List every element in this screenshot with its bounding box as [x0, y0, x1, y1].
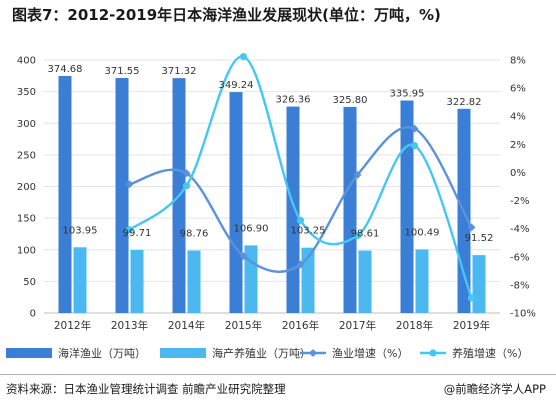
- label-aquaculture: 98.76: [180, 229, 209, 240]
- right-tick-label: 2%: [510, 140, 526, 151]
- x-tick-label: 2018年: [396, 319, 433, 332]
- left-tick-label: 200: [17, 182, 36, 193]
- fishery-growth-point: [239, 252, 248, 261]
- label-fishery: 374.68: [48, 64, 83, 75]
- right-tick-label: -8%: [510, 280, 529, 291]
- bar-fishery: [400, 100, 414, 313]
- label-aquaculture: 98.61: [351, 229, 380, 240]
- aquaculture-growth-point: [296, 216, 305, 224]
- bar-aquaculture: [472, 255, 486, 313]
- label-fishery: 371.55: [105, 66, 140, 77]
- right-tick-label: -10%: [510, 309, 536, 320]
- aquaculture-growth-point: [182, 182, 191, 190]
- right-tick-label: 8%: [510, 56, 526, 67]
- right-tick-label: -6%: [510, 252, 529, 263]
- x-tick-label: 2014年: [168, 319, 205, 332]
- bar-aquaculture: [187, 250, 201, 313]
- left-tick-label: 0: [30, 309, 36, 320]
- x-tick-label: 2016年: [282, 319, 319, 332]
- left-tick-label: 350: [17, 87, 36, 98]
- label-fishery: 322.82: [447, 97, 482, 108]
- right-tick-label: 4%: [510, 112, 526, 123]
- fishery-growth-point: [182, 169, 191, 178]
- legend-label: 养殖增速（%）: [452, 346, 528, 360]
- label-fishery: 335.95: [390, 89, 425, 100]
- left-tick-label: 300: [17, 119, 36, 130]
- label-aquaculture: 103.25: [291, 226, 326, 237]
- label-fishery: 371.32: [162, 66, 197, 77]
- label-aquaculture: 99.71: [123, 228, 152, 239]
- fishery-growth-point: [296, 260, 305, 269]
- left-tick-label: 100: [17, 245, 36, 256]
- left-tick-label: 50: [23, 277, 36, 288]
- legend-marker: [309, 349, 317, 357]
- bar-fishery: [115, 77, 129, 313]
- x-tick-label: 2015年: [225, 319, 262, 332]
- x-tick-label: 2012年: [54, 319, 91, 332]
- right-tick-label: -2%: [510, 196, 529, 207]
- bar-aquaculture: [358, 250, 372, 313]
- label-aquaculture: 91.52: [465, 233, 494, 244]
- legend-swatch: [160, 348, 206, 358]
- fishery-growth-point: [410, 124, 419, 133]
- label-aquaculture: 103.95: [63, 225, 98, 236]
- left-tick-label: 150: [17, 214, 36, 225]
- left-tick-label: 250: [17, 150, 36, 161]
- fishery-growth-point: [353, 170, 362, 179]
- label-fishery: 326.36: [276, 95, 311, 106]
- bar-fishery: [229, 92, 243, 313]
- label-fishery: 349.24: [219, 80, 254, 91]
- label-fishery: 325.80: [333, 95, 368, 106]
- x-tick-label: 2013年: [111, 319, 148, 332]
- bar-fishery: [343, 106, 357, 313]
- x-tick-label: 2019年: [453, 319, 490, 332]
- fishery-growth-point: [125, 180, 134, 189]
- bar-aquaculture: [130, 249, 144, 313]
- bar-fishery: [58, 76, 72, 314]
- bar-aquaculture: [415, 249, 429, 313]
- aquaculture-growth-point: [467, 294, 476, 302]
- legend-label: 海产养殖业（万吨）: [212, 346, 311, 360]
- legend-label: 海洋渔业（万吨）: [58, 346, 146, 360]
- bar-fishery: [286, 106, 300, 313]
- fishery-growth-point: [467, 223, 476, 232]
- bar-aquaculture: [73, 247, 87, 313]
- right-tick-label: 0%: [510, 168, 526, 179]
- x-tick-label: 2017年: [339, 319, 376, 332]
- brand-label: @前瞻经济学人APP: [443, 382, 546, 396]
- aquaculture-growth-point: [410, 141, 419, 150]
- aquaculture-growth-point: [239, 53, 248, 61]
- right-tick-label: -4%: [510, 224, 529, 235]
- legend-marker: [429, 349, 437, 357]
- aquaculture-growth-point: [125, 226, 134, 234]
- chart-title: 图表7：2012-2019年日本海洋渔业发展现状(单位：万吨，%): [12, 6, 441, 24]
- bar-aquaculture: [301, 247, 315, 313]
- source-note: 资料来源：日本渔业管理统计调查 前瞻产业研究院整理: [6, 382, 286, 396]
- label-aquaculture: 106.90: [234, 223, 269, 234]
- right-tick-label: 6%: [510, 84, 526, 95]
- legend-label: 渔业增速（%）: [332, 346, 408, 360]
- aquaculture-growth-point: [353, 231, 362, 240]
- footer-divider: [0, 374, 556, 375]
- legend-swatch: [6, 348, 52, 358]
- left-tick-label: 400: [17, 56, 36, 67]
- label-aquaculture: 100.49: [405, 227, 440, 238]
